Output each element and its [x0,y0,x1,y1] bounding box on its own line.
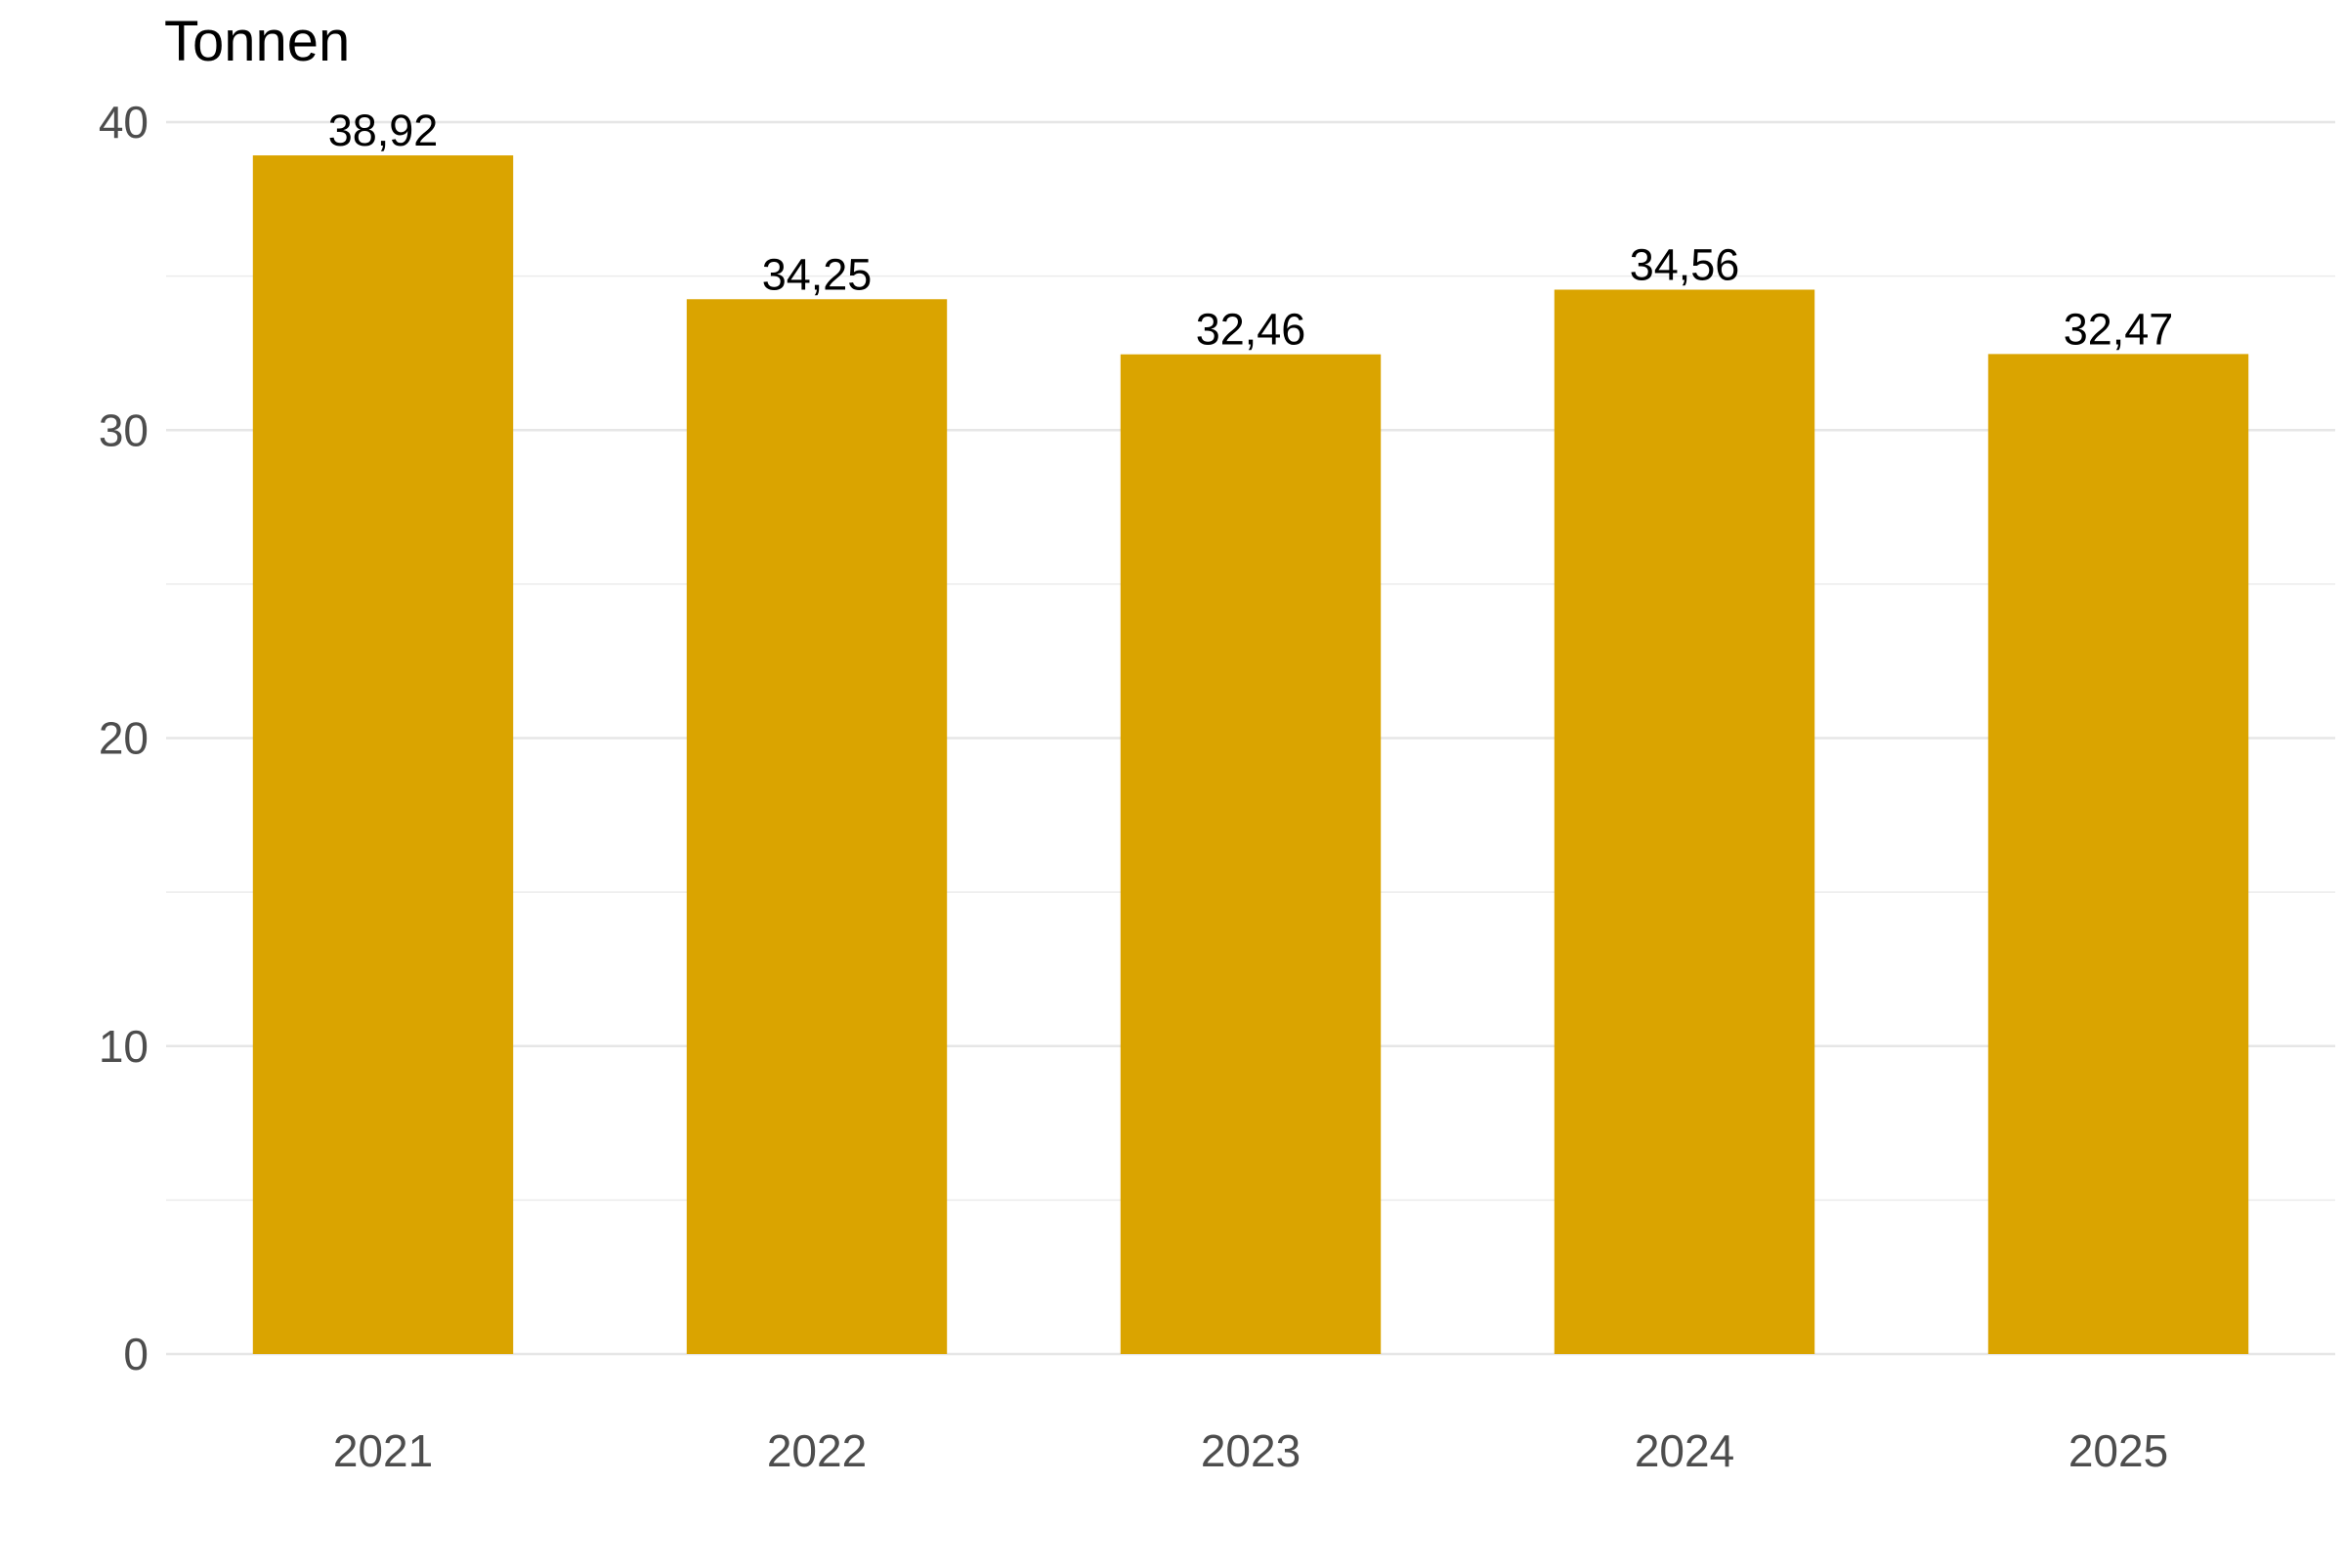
bar [1987,354,2249,1354]
x-tick-label: 2022 [767,1425,867,1476]
y-axis-title: Tonnen [164,10,350,73]
data-label: 32,46 [1196,305,1306,355]
y-tick-label: 0 [123,1329,149,1379]
y-tick-label: 40 [99,97,149,148]
y-tick-label: 20 [99,713,149,764]
y-axis-ticks: 0 10 20 30 40 [99,97,149,1379]
data-label: 32,47 [2064,304,2174,354]
y-tick-label: 10 [99,1021,149,1072]
bar [1120,354,1382,1354]
x-tick-label: 2023 [1201,1425,1300,1476]
x-tick-label: 2024 [1635,1425,1734,1476]
data-label: 38,92 [328,106,439,155]
x-axis-ticks: 2021 2022 2023 2024 2025 [333,1425,2168,1476]
data-labels: 38,92 34,25 32,46 34,56 32,47 [328,106,2174,355]
x-tick-label: 2021 [333,1425,433,1476]
bars [252,155,2249,1355]
x-tick-label: 2025 [2068,1425,2168,1476]
y-tick-label: 30 [99,404,149,455]
data-label: 34,56 [1630,239,1740,289]
bar [252,155,514,1354]
data-label: 34,25 [762,249,873,299]
bar [686,299,948,1354]
bar [1554,289,1815,1355]
